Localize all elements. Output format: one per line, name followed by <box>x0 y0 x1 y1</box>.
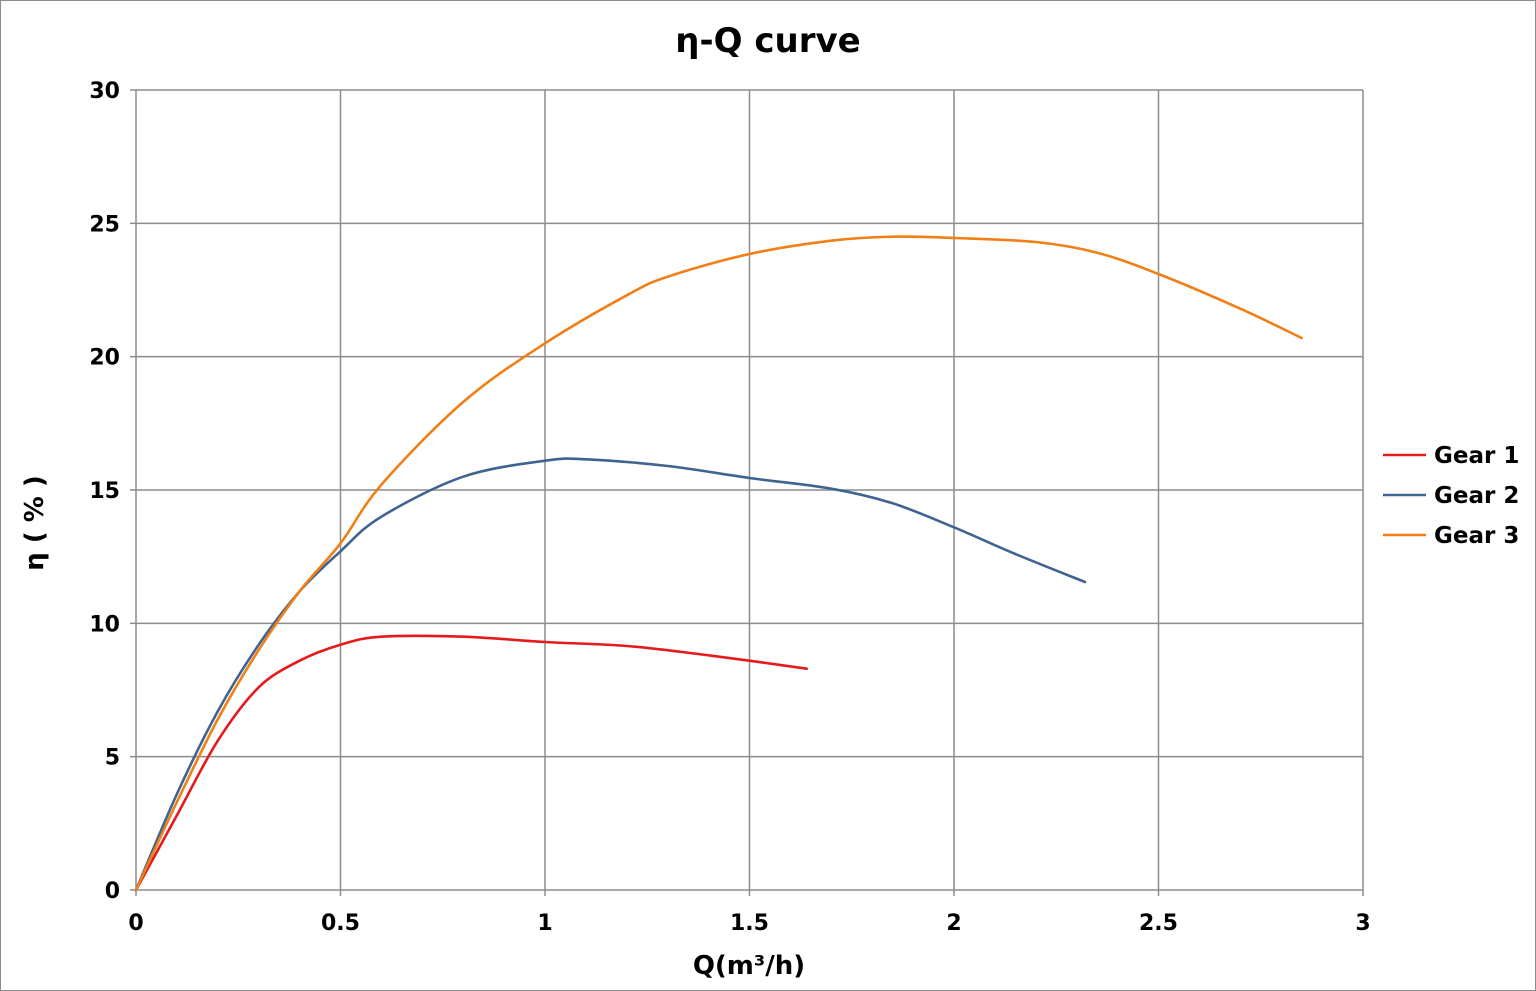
y-tick-label: 15 <box>89 479 120 504</box>
series-line-gear-1 <box>134 634 809 892</box>
y-tick-label: 0 <box>105 879 120 904</box>
x-tick-label: 3 <box>1355 911 1370 936</box>
series-lines <box>134 235 1303 892</box>
legend-label-gear-2: Gear 2 <box>1434 483 1519 509</box>
y-tick-label: 30 <box>89 79 120 104</box>
series-line-gear-3 <box>134 235 1303 892</box>
x-tick-labels: 0 0.5 1 1.5 2 2.5 3 <box>128 911 1370 936</box>
x-tick-label: 1.5 <box>730 911 769 936</box>
chart-title: η-Q curve <box>675 21 860 61</box>
y-tick-label: 5 <box>105 746 120 771</box>
grid-lines <box>130 89 1364 896</box>
y-tick-labels: 0 5 10 15 20 25 30 <box>89 79 120 904</box>
y-axis-label: η ( % ) <box>20 475 50 570</box>
legend: Gear 1 Gear 2 Gear 3 <box>1383 443 1519 549</box>
legend-label-gear-1: Gear 1 <box>1434 443 1519 469</box>
x-tick-label: 0 <box>128 911 143 936</box>
y-tick-label: 10 <box>89 612 120 637</box>
x-tick-label: 1 <box>537 911 552 936</box>
series-line-gear-2 <box>134 457 1087 892</box>
legend-label-gear-3: Gear 3 <box>1434 523 1519 549</box>
x-tick-label: 0.5 <box>321 911 360 936</box>
y-tick-label: 20 <box>89 346 120 371</box>
x-tick-label: 2.5 <box>1139 911 1178 936</box>
x-tick-label: 2 <box>946 911 961 936</box>
x-axis-label: Q(m³/h) <box>693 951 805 981</box>
y-tick-label: 25 <box>89 212 120 237</box>
